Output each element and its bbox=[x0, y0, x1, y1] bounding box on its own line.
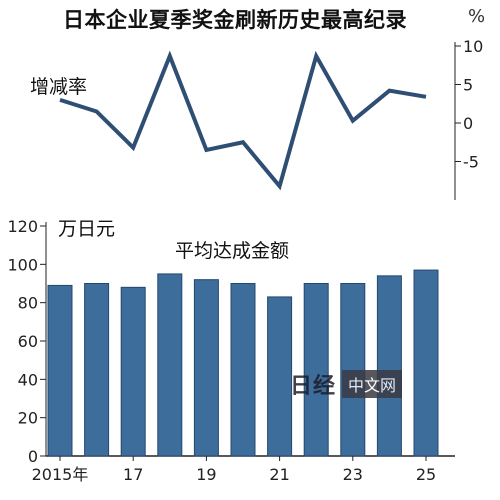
bar bbox=[230, 283, 256, 457]
line-unit-label: % bbox=[468, 6, 486, 27]
bar-y-tick-label: 40 bbox=[18, 370, 38, 389]
watermark-text: 中文网 bbox=[342, 370, 403, 398]
bar-series-label: 平均达成金额 bbox=[175, 240, 290, 262]
bar bbox=[376, 275, 402, 457]
bar-x-tick-label: 2015年 bbox=[32, 465, 89, 484]
bar bbox=[303, 283, 329, 457]
bar bbox=[120, 286, 146, 457]
bar bbox=[413, 269, 439, 457]
bar bbox=[267, 296, 293, 457]
line-y-tick-label: -5 bbox=[463, 153, 479, 172]
bar-y-tick-label: 0 bbox=[28, 447, 38, 466]
bar bbox=[157, 273, 183, 457]
bar-y-tick-label: 80 bbox=[18, 294, 38, 313]
line-series-label: 增减率 bbox=[30, 76, 88, 98]
bar bbox=[84, 283, 110, 457]
line-y-tick-label: 10 bbox=[463, 37, 483, 56]
bar-y-tick-label: 120 bbox=[7, 217, 38, 236]
bar-y-tick-label: 60 bbox=[18, 332, 38, 351]
chart-title: 日本企业夏季奖金刷新历史最高纪录 bbox=[63, 8, 407, 32]
bar-x-tick-label: 17 bbox=[123, 465, 143, 484]
line-y-tick-label: 5 bbox=[463, 76, 473, 95]
watermark-logo: 日经 bbox=[290, 373, 337, 399]
bar-x-tick-label: 25 bbox=[416, 465, 436, 484]
bar-x-tick-label: 19 bbox=[196, 465, 216, 484]
bar-unit-label: 万日元 bbox=[58, 218, 116, 240]
bar-y-tick-label: 100 bbox=[7, 255, 38, 274]
bar-x-tick-label: 23 bbox=[343, 465, 363, 484]
bar bbox=[193, 279, 219, 457]
bar bbox=[47, 284, 73, 457]
bar-y-tick-label: 20 bbox=[18, 409, 38, 428]
line-y-tick-label: 0 bbox=[463, 114, 473, 133]
line-series-path bbox=[59, 50, 427, 191]
watermark: 日经 中文网 bbox=[290, 368, 403, 400]
bar-x-tick-label: 21 bbox=[269, 465, 289, 484]
bar bbox=[340, 283, 366, 457]
